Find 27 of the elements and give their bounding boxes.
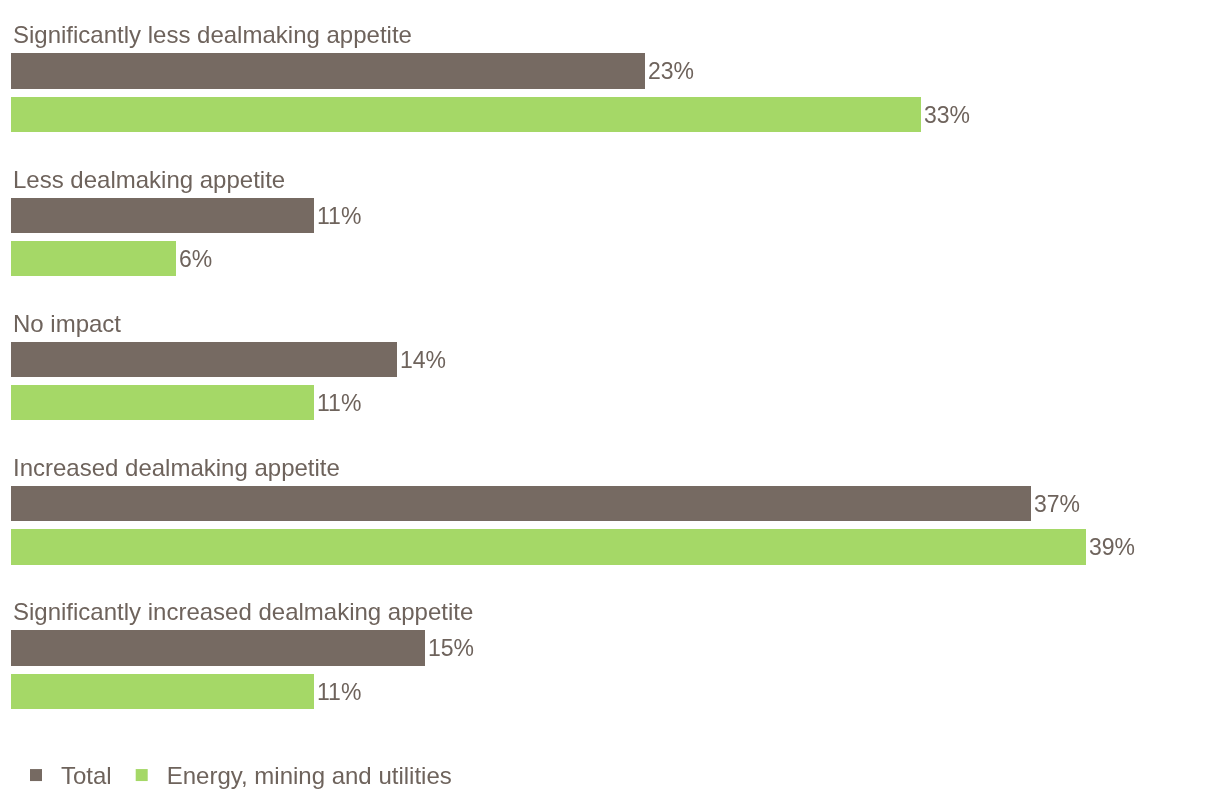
data-label: 23% [648, 58, 695, 84]
bar [11, 198, 314, 233]
data-label: 15% [428, 635, 475, 661]
data-label: 14% [400, 346, 447, 373]
data-label: 6% [179, 245, 213, 272]
bar [11, 630, 425, 666]
y-tick-label: Significantly increased dealmaking appetite [13, 598, 474, 625]
bar [11, 385, 314, 420]
legend-label: Energy, mining and utilities [166, 762, 452, 790]
data-label: 11% [317, 389, 362, 416]
bar [11, 342, 397, 377]
data-label: 11% [317, 202, 362, 229]
y-tick-label: Significantly less dealmaking appetite [13, 21, 412, 48]
data-label: 33% [924, 101, 971, 128]
y-tick-label: Increased dealmaking appetite [13, 454, 340, 481]
legend-label: Total [61, 762, 112, 790]
bar [11, 674, 314, 709]
bar [11, 529, 1086, 565]
bar [11, 486, 1031, 521]
y-tick-label: No impact [13, 310, 122, 337]
data-label: 39% [1089, 534, 1136, 560]
data-label: 37% [1034, 490, 1081, 517]
bar [11, 97, 921, 132]
bar [11, 241, 176, 276]
data-label: 11% [317, 678, 362, 705]
bar [11, 53, 645, 89]
y-tick-label: Less dealmaking appetite [13, 166, 286, 193]
